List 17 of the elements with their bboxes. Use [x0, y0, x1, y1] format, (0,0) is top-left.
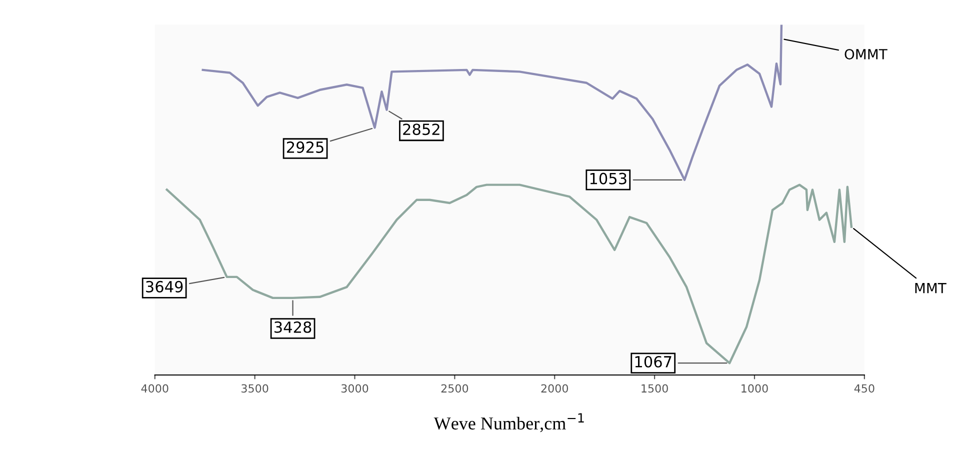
text: OMMT: [844, 48, 888, 60]
x-tick-label: 450: [854, 384, 874, 393]
annotation: 3428: [274, 321, 312, 333]
x-tick-label: 3500: [242, 384, 268, 393]
x-tick-label: 1500: [642, 384, 668, 393]
annotation: 1053: [590, 172, 626, 184]
x-tick-label: 1000: [742, 384, 768, 393]
annotation: 3649: [146, 280, 183, 292]
x-tick-label: 2500: [441, 384, 468, 393]
x-tick-label: 4000: [141, 384, 168, 393]
annotation: 2852: [403, 124, 440, 136]
x-axis-title: Weve Number,cm$^{−1}$: [434, 413, 584, 432]
x-tick-label: 2000: [541, 384, 568, 393]
x-tick-label: 3000: [341, 384, 368, 393]
annotation: 1067: [635, 356, 672, 368]
annotation: 2925: [286, 141, 324, 153]
text: MMT: [915, 283, 946, 294]
